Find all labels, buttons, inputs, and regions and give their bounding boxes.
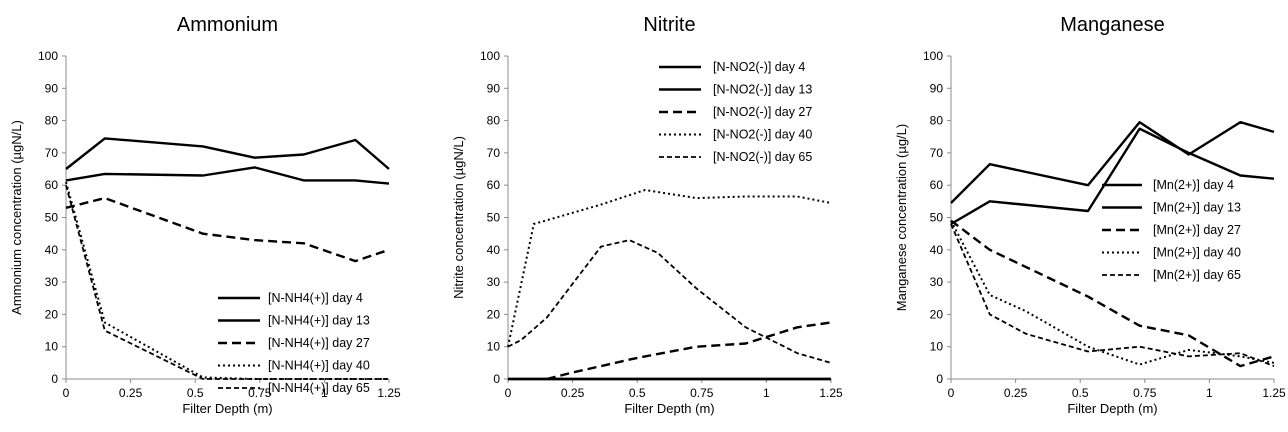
y-tick-label: 100 (480, 49, 500, 63)
x-tick-label: 0.25 (561, 386, 585, 400)
y-tick-label: 70 (487, 146, 501, 160)
y-axis-label: Manganese concentration (µg/L) (894, 124, 909, 311)
x-tick-label: 0 (505, 386, 512, 400)
chart-title: Manganese (1060, 14, 1165, 36)
series-line-3 (546, 321, 832, 381)
x-tick-label: 0 (948, 386, 955, 400)
y-tick-label: 70 (930, 146, 944, 160)
y-tick-label: 50 (487, 211, 501, 225)
series-line-2 (950, 127, 1275, 226)
y-tick-label: 40 (45, 243, 59, 257)
x-tick-label: 0.5 (187, 386, 204, 400)
series-line-5 (950, 223, 1275, 367)
x-tick-label: 0.75 (1133, 386, 1157, 400)
y-tick-label: 80 (487, 114, 501, 128)
series-line-4 (950, 220, 1275, 366)
legend-entry: [Mn(2+)] day 40 (1153, 246, 1241, 260)
y-tick-label: 20 (930, 307, 944, 321)
x-axis-label: Filter Depth (m) (182, 401, 272, 416)
y-tick-label: 60 (487, 178, 501, 192)
y-axis-label: Nitrite concentration (µgN/L) (451, 136, 466, 299)
x-tick-label: 0.75 (248, 386, 272, 400)
y-tick-label: 50 (930, 211, 944, 225)
y-tick-label: 60 (45, 178, 59, 192)
series-line-1 (950, 120, 1275, 204)
y-tick-label: 60 (930, 178, 944, 192)
y-tick-label: 90 (45, 81, 59, 95)
y-tick-label: 50 (45, 211, 59, 225)
y-tick-label: 30 (487, 275, 501, 289)
legend-entry: [N-NH4(+)] day 27 (268, 336, 370, 350)
series-line-3 (65, 196, 390, 263)
y-tick-label: 80 (930, 114, 944, 128)
x-tick-label: 0.5 (629, 386, 646, 400)
legend-entry: [N-NH4(+)] day 13 (268, 314, 370, 328)
y-tick-label: 90 (930, 81, 944, 95)
chart-title: Ammonium (177, 14, 278, 36)
legend-entry: [Mn(2+)] day 4 (1153, 178, 1234, 192)
legend-entry: [N-NH4(+)] day 65 (268, 381, 370, 395)
series-line-3 (950, 219, 1275, 368)
y-tick-label: 40 (487, 243, 501, 257)
y-tick-label: 10 (930, 340, 944, 354)
legend-entry: [N-NO2(-)] day 27 (713, 105, 812, 119)
y-tick-label: 100 (923, 49, 943, 63)
series-line-4 (507, 189, 832, 347)
x-axis-label: Filter Depth (m) (624, 401, 714, 416)
legend-entry: [N-NO2(-)] day 40 (713, 128, 812, 142)
y-tick-label: 40 (930, 243, 944, 257)
x-tick-label: 0.25 (1004, 386, 1028, 400)
legend-entry: [Mn(2+)] day 27 (1153, 223, 1241, 237)
y-tick-label: 30 (930, 275, 944, 289)
y-tick-label: 90 (487, 81, 501, 95)
legend-entry: [N-NO2(-)] day 4 (713, 60, 805, 74)
y-tick-label: 70 (45, 146, 59, 160)
legend-entry: [N-NH4(+)] day 4 (268, 291, 363, 305)
series-line-2 (65, 166, 390, 185)
series-line-5 (65, 184, 389, 380)
y-tick-label: 0 (493, 372, 500, 386)
legend-entry: [Mn(2+)] day 13 (1153, 201, 1241, 215)
legend-entry: [N-NH4(+)] day 40 (268, 359, 370, 373)
x-tick-label: 1.25 (377, 386, 401, 400)
x-tick-label: 1.25 (819, 386, 843, 400)
y-axis-label: Ammonium concentration (µgN/L) (9, 120, 24, 315)
series-line-1 (65, 137, 390, 170)
y-tick-label: 20 (487, 307, 501, 321)
legend-entry: [N-NO2(-)] day 13 (713, 83, 812, 97)
y-tick-label: 0 (51, 372, 58, 386)
y-tick-label: 10 (487, 340, 501, 354)
y-tick-label: 20 (45, 307, 59, 321)
x-tick-label: 0.5 (1072, 386, 1089, 400)
y-tick-label: 0 (936, 372, 943, 386)
x-tick-label: 1 (321, 386, 328, 400)
y-tick-label: 10 (45, 340, 59, 354)
x-tick-label: 1.25 (1262, 386, 1286, 400)
legend-entry: [Mn(2+)] day 65 (1153, 268, 1241, 282)
y-tick-label: 100 (38, 49, 58, 63)
x-tick-label: 1 (763, 386, 770, 400)
series-line-5 (507, 239, 832, 364)
x-tick-label: 0.25 (119, 386, 143, 400)
x-tick-label: 1 (1206, 386, 1213, 400)
x-tick-label: 0 (63, 386, 70, 400)
x-axis-label: Filter Depth (m) (1067, 401, 1157, 416)
legend-entry: [N-NO2(-)] day 65 (713, 150, 812, 164)
y-tick-label: 80 (45, 114, 59, 128)
chart-title: Nitrite (643, 14, 695, 36)
y-tick-label: 30 (45, 275, 59, 289)
x-tick-label: 0.75 (690, 386, 714, 400)
